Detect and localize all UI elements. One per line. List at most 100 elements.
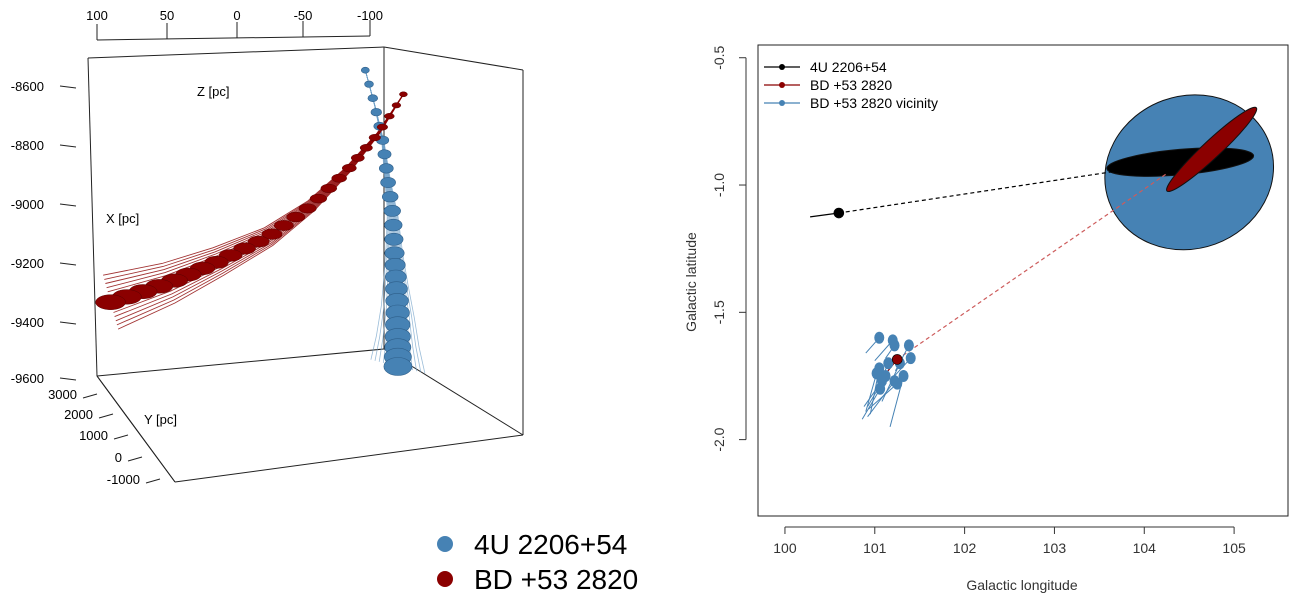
vicinity-track — [865, 373, 878, 412]
y-tick — [82, 393, 98, 399]
blue-point — [383, 204, 401, 217]
blue-point — [384, 232, 404, 246]
z-tick-label: 0 — [233, 8, 240, 23]
legend-2d-marker — [779, 64, 785, 70]
red-point — [331, 173, 347, 183]
x-tick — [59, 321, 77, 325]
legend-2d-label: BD +53 2820 vicinity — [810, 95, 938, 111]
axis-label-x: X [pc] — [106, 211, 139, 226]
legend-2d-label: BD +53 2820 — [810, 77, 892, 93]
red-point — [341, 163, 357, 173]
box-edge — [87, 46, 385, 59]
y-tick-label: -1.5 — [711, 300, 727, 324]
y-tick-label: 3000 — [48, 387, 77, 402]
y-axis-label: Galactic latitude — [683, 232, 699, 332]
legend-2d: 4U 2206+54 BD +53 2820 BD +53 2820 vicinit… — [764, 59, 938, 111]
red-trajectory — [107, 94, 404, 293]
y-tick-label: 0 — [115, 450, 122, 465]
red-point — [298, 203, 317, 214]
blue-point — [382, 191, 399, 203]
blue-point — [384, 246, 405, 260]
x-tick — [59, 85, 77, 89]
axes-2d-ticks: 100 101 102 103 104 105 -2.0 -1.5 -1.0 -0.5 — [711, 45, 1246, 556]
x-tick — [59, 203, 77, 207]
y-axis-line — [96, 375, 176, 483]
vicinity-track — [867, 380, 895, 418]
red-point — [384, 113, 395, 120]
axis-label-z: Z [pc] — [197, 84, 230, 99]
x-tick-label: 101 — [863, 540, 887, 556]
box-edge — [174, 434, 524, 483]
red-point — [376, 123, 388, 131]
box-edge — [383, 46, 524, 71]
legend-3d: 4U 2206+54 BD +53 2820 — [437, 529, 638, 595]
red-trajectory — [109, 94, 404, 301]
blue-point — [384, 257, 406, 272]
blue-point — [370, 108, 382, 117]
x-tick-label: -9400 — [11, 315, 44, 330]
x-tick-label: 100 — [773, 540, 797, 556]
x-tick — [59, 377, 77, 381]
vicinity-star — [874, 331, 885, 344]
z-tick-label: 50 — [160, 8, 174, 23]
blue-point — [360, 66, 370, 74]
x-tick-label: 103 — [1043, 540, 1067, 556]
blue-point — [378, 163, 394, 174]
blue-point — [367, 94, 378, 102]
blue-point — [383, 357, 413, 376]
z-tick-label: -100 — [357, 8, 383, 23]
box-edge — [96, 348, 385, 377]
red-trajectory — [106, 94, 404, 289]
vicinity-star — [892, 377, 903, 390]
plot-frame — [757, 44, 1289, 517]
y-tick-label: -2.0 — [711, 427, 727, 451]
y-tick — [98, 413, 114, 419]
red-point — [95, 294, 126, 310]
legend-2d-marker — [779, 82, 785, 88]
x-tick — [59, 262, 77, 266]
red-point — [261, 228, 283, 240]
panel-2d-galactic: 100 101 102 103 104 105 -2.0 -1.5 -1.0 -0.5 4U 22… — [683, 44, 1289, 593]
vicinity-star — [905, 352, 916, 365]
y-tick — [113, 434, 129, 440]
z-tick-label: -50 — [294, 8, 313, 23]
vicinity-star — [889, 339, 900, 352]
x-tick-label: -9200 — [11, 256, 44, 271]
y-tick-label: -0.5 — [711, 45, 727, 69]
y-tick — [145, 478, 161, 484]
red-point — [247, 235, 270, 248]
red-point — [368, 134, 381, 142]
legend-2d-label: 4U 2206+54 — [810, 59, 887, 75]
blue-point — [377, 149, 392, 160]
red-point — [309, 193, 328, 204]
z-tick-label: 100 — [86, 8, 108, 23]
red-point — [359, 144, 373, 152]
blue-point — [364, 80, 374, 88]
vicinity-star — [898, 369, 909, 382]
z-axis-line — [96, 35, 371, 41]
legend-3d-label: BD +53 2820 — [474, 564, 638, 595]
box-edge — [87, 57, 98, 377]
x-axis-label: Galactic longitude — [966, 577, 1078, 593]
vicinity-star — [903, 339, 914, 352]
red-trajectory — [112, 94, 404, 309]
x-tick-label: -8800 — [11, 138, 44, 153]
blue-point — [384, 218, 403, 232]
y-tick-label: 2000 — [64, 407, 93, 422]
panel-3d-orbits: 100 50 0 -50 -100 -8600 -8800 -9000 -9200 -9400 -9… — [11, 8, 639, 595]
error-ellipse — [1166, 106, 1258, 193]
red-point — [286, 211, 306, 223]
vicinity-track — [868, 383, 898, 410]
blue-point — [380, 177, 396, 188]
error-ellipses — [1104, 94, 1275, 251]
motion-track — [896, 173, 1168, 360]
red-point — [391, 102, 402, 109]
x-tick — [59, 144, 77, 148]
vicinity-star — [875, 382, 886, 395]
current-position-point — [891, 354, 903, 365]
red-trajectory — [111, 94, 404, 305]
vicinity-stars — [861, 331, 916, 428]
y-tick — [127, 456, 143, 462]
